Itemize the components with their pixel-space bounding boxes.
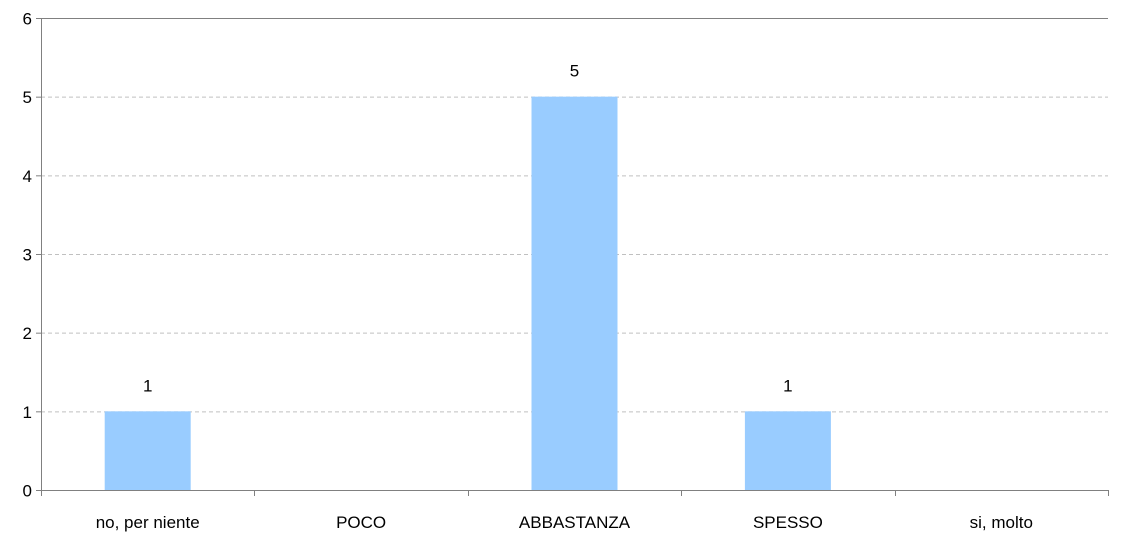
data-labels: 1 5 1 <box>143 62 793 396</box>
data-label: 1 <box>143 376 152 395</box>
bar <box>104 411 191 490</box>
y-tick-label: 0 <box>23 482 32 501</box>
y-axis-tick-labels: 0 1 2 3 4 5 6 <box>23 10 32 501</box>
x-category-label: POCO <box>336 513 386 532</box>
x-category-label: SPESSO <box>753 513 823 532</box>
y-tick-label: 4 <box>23 167 32 186</box>
x-axis-category-labels: no, per niente POCO ABBASTANZA SPESSO si, mo… <box>96 513 1033 532</box>
y-tick-label: 5 <box>23 88 32 107</box>
y-tick-label: 6 <box>23 10 32 29</box>
bar <box>744 411 831 490</box>
x-category-label: si, molto <box>970 513 1033 532</box>
y-tick-label: 3 <box>23 246 32 265</box>
axes <box>36 18 1109 496</box>
data-label: 1 <box>783 376 792 395</box>
bar <box>531 96 618 491</box>
y-tick-label: 2 <box>23 324 32 343</box>
x-category-label: ABBASTANZA <box>519 513 631 532</box>
x-category-label: no, per niente <box>96 513 200 532</box>
bars <box>104 96 831 491</box>
data-label: 5 <box>570 62 579 81</box>
y-tick-label: 1 <box>23 403 32 422</box>
